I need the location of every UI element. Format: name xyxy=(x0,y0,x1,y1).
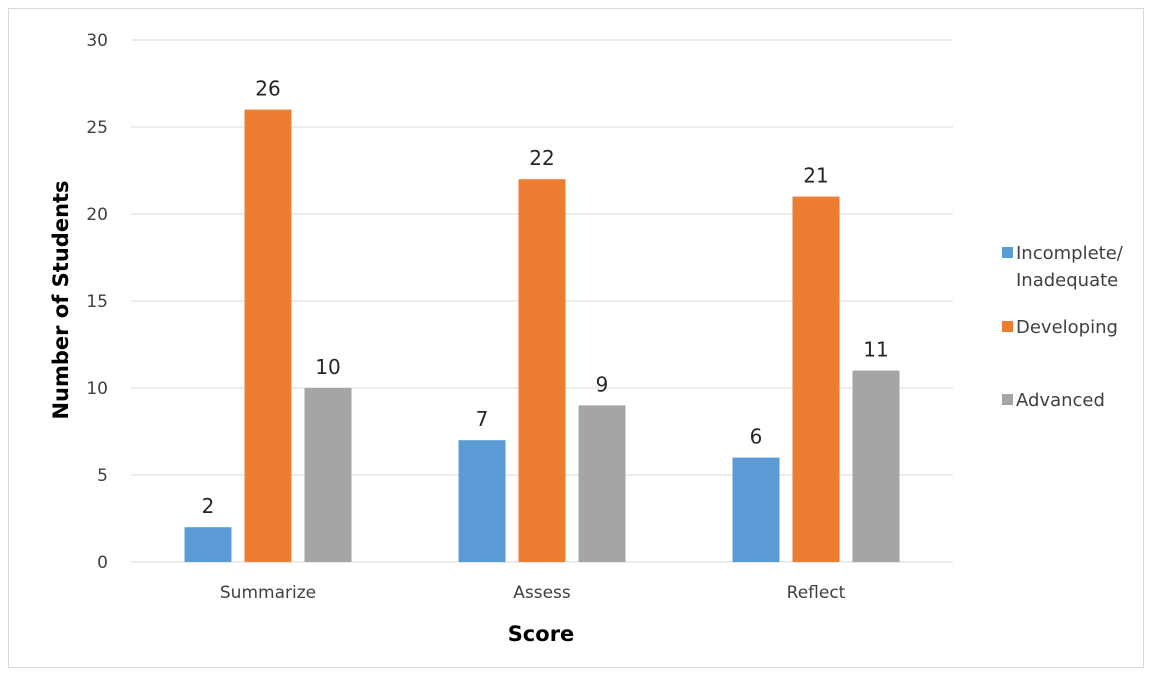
x-category-label: Reflect xyxy=(787,583,846,603)
legend-item: Incomplete/Inadequate xyxy=(1002,243,1124,291)
data-label: 9 xyxy=(596,372,609,396)
bars xyxy=(184,109,900,562)
data-label: 11 xyxy=(863,338,888,362)
bar-advanced-summarize xyxy=(304,388,352,562)
legend-item: Developing xyxy=(1002,317,1118,338)
data-label: 2 xyxy=(202,494,215,518)
data-label: 26 xyxy=(255,77,280,101)
bar-incomplete-inadequate-summarize xyxy=(184,527,232,562)
data-label: 6 xyxy=(750,425,763,449)
legend-label: Incomplete/ xyxy=(1016,243,1124,264)
data-label: 10 xyxy=(315,355,340,379)
data-label: 21 xyxy=(803,164,828,188)
bar-developing-reflect xyxy=(792,196,840,562)
bar-developing-summarize xyxy=(244,109,292,562)
y-tick-label: 10 xyxy=(86,379,108,399)
legend-label: Advanced xyxy=(1016,390,1105,411)
y-tick-label: 20 xyxy=(86,205,108,225)
y-tick-label: 0 xyxy=(97,553,108,573)
legend: Incomplete/Inadequate Developing Advanced xyxy=(1002,243,1124,411)
x-category-label: Assess xyxy=(513,583,571,603)
x-axis-categories: Summarize Assess Reflect xyxy=(220,583,846,603)
y-axis-title: Number of Students xyxy=(49,180,73,419)
bar-developing-assess xyxy=(518,179,566,562)
y-tick-label: 25 xyxy=(86,118,108,138)
y-tick-label: 30 xyxy=(86,31,108,51)
bar-incomplete-inadequate-assess xyxy=(458,440,506,562)
legend-label: Inadequate xyxy=(1016,270,1118,291)
bar-advanced-assess xyxy=(578,405,626,562)
legend-item: Advanced xyxy=(1002,390,1105,411)
bar-incomplete-inadequate-reflect xyxy=(732,457,780,562)
bar-advanced-reflect xyxy=(852,370,900,562)
data-labels: 2 26 10 7 22 9 6 21 11 xyxy=(202,77,889,519)
legend-swatch xyxy=(1002,394,1013,405)
legend-label: Developing xyxy=(1016,317,1118,338)
x-category-label: Summarize xyxy=(220,583,316,603)
data-label: 22 xyxy=(529,146,554,170)
x-axis-title: Score xyxy=(508,622,575,646)
legend-swatch xyxy=(1002,247,1013,258)
y-tick-label: 5 xyxy=(97,466,108,486)
y-tick-label: 15 xyxy=(86,292,108,312)
y-axis-ticks: 0 5 10 15 20 25 30 xyxy=(86,31,108,573)
data-label: 7 xyxy=(476,407,489,431)
legend-swatch xyxy=(1002,321,1013,332)
